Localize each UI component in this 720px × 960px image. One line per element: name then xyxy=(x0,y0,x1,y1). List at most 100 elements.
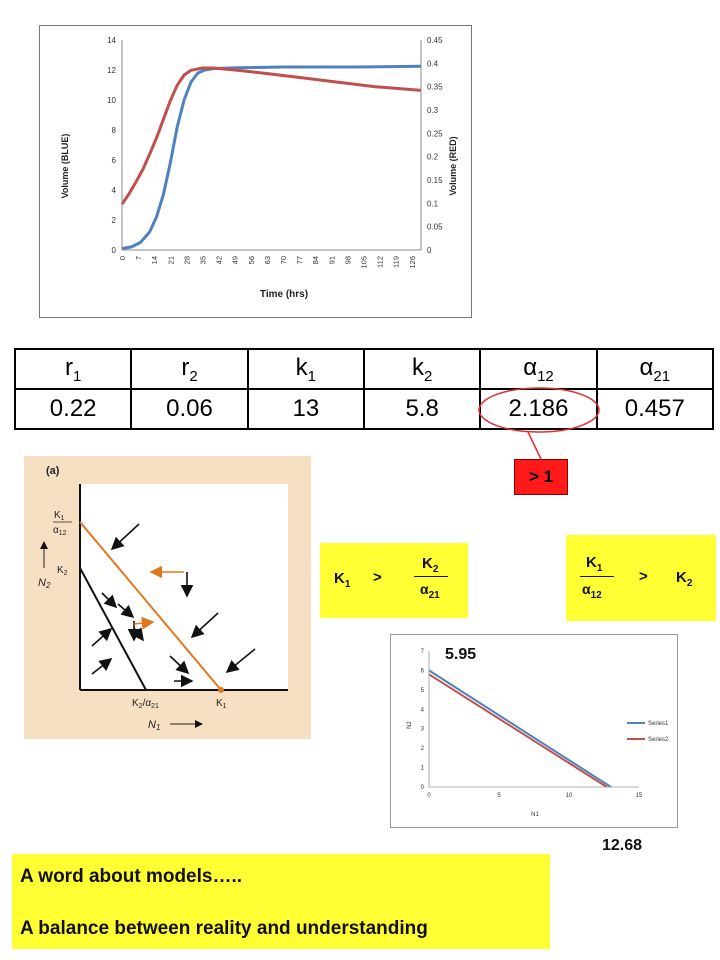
y2-tick-label: 0.25 xyxy=(427,129,443,138)
k2-over-alpha21-label: K2/α21 xyxy=(132,698,159,710)
sm-y-axis-label: N2 xyxy=(407,721,413,729)
k2-label: K2 xyxy=(57,565,68,577)
inequality-box-right: K1 α12 > K2 xyxy=(566,535,716,621)
highlight-overlay xyxy=(478,387,600,460)
y-tick-label: 0 xyxy=(112,246,117,255)
sm-y-tick-label: 6 xyxy=(421,668,425,674)
x-tick-label: 0 xyxy=(118,256,127,260)
n1-axis-label: N1 xyxy=(148,719,160,732)
volume-red-line xyxy=(120,66,422,206)
y2-tick-label: 0.15 xyxy=(427,176,443,185)
y2-tick-label: 0.4 xyxy=(427,59,439,68)
sm-x-tick-label: 10 xyxy=(566,793,573,799)
n1-isocline xyxy=(79,521,222,691)
x-tick-label: 28 xyxy=(182,256,191,264)
callout-connector xyxy=(527,431,542,460)
x-tick-label: 14 xyxy=(150,256,159,264)
header-cell: α12 xyxy=(479,348,598,390)
y2-axis-label: Volume (RED) xyxy=(448,136,458,195)
x-tick-label: 98 xyxy=(343,256,352,264)
y-tick-label: 6 xyxy=(112,156,117,165)
x-tick-label: 42 xyxy=(215,256,224,264)
y-tick-label: 4 xyxy=(112,186,117,195)
highlight-ellipse xyxy=(478,387,600,433)
sm-y-tick-label: 5 xyxy=(421,688,425,694)
ineq-left-lhs: K1 xyxy=(334,570,351,590)
isocline-diagram: (a) K1 α12 K2 xyxy=(38,465,288,732)
series-line-1 xyxy=(428,669,612,788)
header-cell: k1 xyxy=(246,348,365,390)
y2-tick-label: 0.3 xyxy=(427,106,439,115)
value-cell: 0.06 xyxy=(130,388,249,430)
x-tick-label: 56 xyxy=(247,256,256,264)
sm-x-tick-label: 5 xyxy=(497,793,501,799)
x-tick-label: 112 xyxy=(376,256,385,268)
annotation-x-intercept: 12.68 xyxy=(602,837,643,854)
time-series-chart: 0 2 4 6 8 10 12 14 0 0.05 0.1 0.15 0.2 0.25 0.3 0.35 0.… xyxy=(60,36,458,300)
parameter-table: r1 r2 k1 k2 α12 α21 0.22 0.06 13 5.8 2.1… xyxy=(13,348,715,430)
header-cell: α21 xyxy=(595,348,715,390)
callout-badge: > 1 xyxy=(514,459,568,495)
ineq-right-rhs: K2 xyxy=(676,569,693,589)
ineq-left-numerator: K2 xyxy=(422,555,439,575)
value-cell: 0.22 xyxy=(13,388,133,430)
x-tick-label: 63 xyxy=(263,256,272,264)
x-tick-label: 119 xyxy=(392,256,401,268)
y-tick-label: 8 xyxy=(112,126,117,135)
header-cell: k2 xyxy=(362,348,482,390)
y2-tick-label: 0.35 xyxy=(427,83,443,92)
panel-label: (a) xyxy=(46,465,60,477)
y-axis-label: Volume (BLUE) xyxy=(60,134,70,199)
ineq-right-denominator: α12 xyxy=(582,581,602,601)
x-tick-label: 49 xyxy=(231,256,240,264)
y2-tick-label: 0 xyxy=(427,246,432,255)
ineq-left-denominator: α21 xyxy=(420,581,440,601)
y-tick-label: 2 xyxy=(112,216,117,225)
legend-label: Series1 xyxy=(648,721,669,727)
sm-x-axis-label: N1 xyxy=(531,812,539,818)
sm-x-tick-label: 15 xyxy=(636,793,643,799)
k1-over-alpha12-label-den: α12 xyxy=(53,525,67,537)
table-value-row: 0.22 0.06 13 5.8 2.186 0.457 xyxy=(13,388,715,430)
sm-y-tick-label: 2 xyxy=(421,746,425,752)
value-cell: 2.186 xyxy=(479,388,598,430)
x-tick-label: 21 xyxy=(166,256,175,264)
y2-tick-label: 0.2 xyxy=(427,153,439,162)
inequality-box-left: K1 > K2 α21 xyxy=(320,543,468,618)
sm-x-tick-label: 0 xyxy=(427,793,431,799)
time-series-chart-frame: 0 2 4 6 8 10 12 14 0 0.05 0.1 0.15 0.2 0.25 0.3 0.35 0.… xyxy=(39,25,472,318)
volume-blue-line xyxy=(121,64,422,250)
n2-isocline xyxy=(79,567,147,691)
legend-label: Series2 xyxy=(648,737,669,743)
x-tick-label: 126 xyxy=(408,256,417,269)
y-tick-label: 14 xyxy=(107,36,116,45)
y2-tick-label: 0.05 xyxy=(427,223,443,232)
x-tick-label: 77 xyxy=(295,256,304,264)
ineq-left-op: > xyxy=(373,569,382,586)
ineq-right-op: > xyxy=(639,568,648,585)
value-cell: 0.457 xyxy=(595,388,715,430)
header-cell: r1 xyxy=(13,348,133,390)
text-line-2: A balance between reality and understand… xyxy=(20,918,428,939)
header-cell: r2 xyxy=(130,348,249,390)
y-tick-label: 12 xyxy=(107,66,116,75)
k1-over-alpha12-label: K1 xyxy=(54,510,65,522)
value-cell: 5.8 xyxy=(362,388,482,430)
y2-tick-label: 0.1 xyxy=(427,199,439,208)
isocline-diagram-panel: (a) K1 α12 K2 xyxy=(24,456,311,739)
x-tick-label: 70 xyxy=(279,256,288,264)
x-tick-label: 91 xyxy=(327,256,336,264)
table-header-row: r1 r2 k1 k2 α12 α21 xyxy=(13,348,715,390)
k1-label: K1 xyxy=(216,698,227,710)
value-cell: 13 xyxy=(246,388,365,430)
sm-y-tick-label: 3 xyxy=(421,727,425,733)
isocline-chart-frame: 0 1 2 3 4 5 6 7 0 5 10 15 N2 N1 Series1 Series2 xyxy=(390,634,678,828)
x-tick-label: 105 xyxy=(360,256,369,269)
n2-axis-label: N2 xyxy=(38,577,51,590)
models-text-box: A word about models….. A balance between… xyxy=(12,854,550,949)
series-line-2 xyxy=(428,673,608,788)
text-line-1: A word about models….. xyxy=(20,866,243,887)
y-tick-label: 10 xyxy=(107,96,116,105)
sm-y-tick-label: 7 xyxy=(421,649,425,655)
sm-y-tick-label: 4 xyxy=(421,707,425,713)
